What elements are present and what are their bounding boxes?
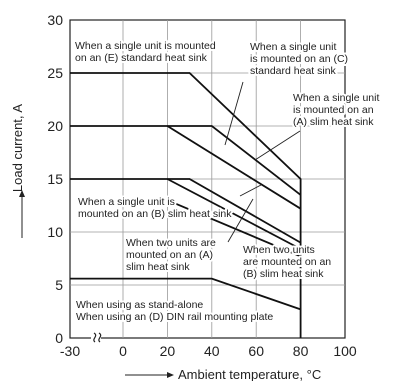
annotation-text: When using as stand-alone When using an (…: [76, 299, 273, 323]
axis-break-mark: [91, 333, 101, 343]
series-line-A: [167, 126, 300, 209]
y-tick-label: 5: [55, 277, 63, 293]
annotation-text: When a single unit is mounted on an (C) st…: [250, 41, 348, 77]
annotation-line: When a single unit is mounted: [75, 40, 216, 52]
annotation-line: When a single unit: [293, 92, 379, 104]
annotation-leader: [240, 185, 261, 196]
x-tick-label: 40: [204, 343, 220, 359]
x-tick-label: 20: [160, 343, 176, 359]
annotation-line: When a single unit: [250, 41, 336, 53]
annotation-leader: [225, 82, 243, 145]
annotation-text: When a single unit is mounted on an (E) s…: [75, 40, 216, 64]
x-axis-label: Ambient temperature, °C: [178, 367, 321, 381]
annotation-line: When a single unit is: [78, 196, 175, 208]
x-tick-label: 0: [119, 343, 127, 359]
annotation-line: (A) slim heat sink: [293, 116, 374, 128]
annotation-line: mounted on an (A): [126, 249, 213, 261]
annotation-leader: [255, 131, 300, 160]
x-axis-title: Ambient temperature, °C: [125, 367, 321, 381]
y-tick-label: 30: [47, 12, 63, 28]
x-axis-arrow-head: [167, 372, 174, 378]
annotation-text: When a single unit is mounted on an (A) sl…: [293, 92, 379, 128]
annotation-line: standard heat sink: [250, 65, 337, 77]
annotation-line: When using an (D) DIN rail mounting plat…: [76, 311, 273, 323]
annotation-line: are mounted on an: [243, 256, 331, 268]
annotation-line: When using as stand-alone: [76, 299, 203, 311]
annotation-text: When two units are mounted on an (B) slim …: [243, 244, 331, 280]
annotation-line: is mounted on an (C): [250, 53, 348, 65]
y-axis-label: Load current, A: [10, 104, 25, 192]
x-tick-label: 80: [293, 343, 309, 359]
x-tick-label: 100: [333, 343, 357, 359]
annotation-leaders: [225, 82, 300, 242]
y-tick-label: 20: [47, 118, 63, 134]
annotation-line: slim heat sink: [126, 261, 190, 273]
annotation-text: When a single unit is mounted on an (B) s…: [78, 196, 232, 220]
y-tick-label: 0: [55, 330, 63, 346]
y-tick-label: 15: [47, 171, 63, 187]
annotation-text: When two units are mounted on an (A) slim …: [126, 237, 216, 273]
annotation-line: When two units: [243, 244, 315, 256]
x-tick-label: 60: [248, 343, 264, 359]
y-tick-label: 10: [47, 224, 63, 240]
annotations: When a single unit is mounted on an (E) s…: [75, 40, 379, 323]
annotation-line: When two units are: [126, 237, 216, 249]
y-axis-title: Load current, A: [10, 104, 25, 238]
annotation-line: is mounted on an: [293, 104, 374, 116]
annotation-line: mounted on an (B) slim heat sink: [78, 208, 232, 220]
annotation-line: on an (E) standard heat sink: [75, 52, 208, 64]
y-tick-label: 25: [47, 65, 63, 81]
annotation-line: (B) slim heat sink: [243, 268, 324, 280]
